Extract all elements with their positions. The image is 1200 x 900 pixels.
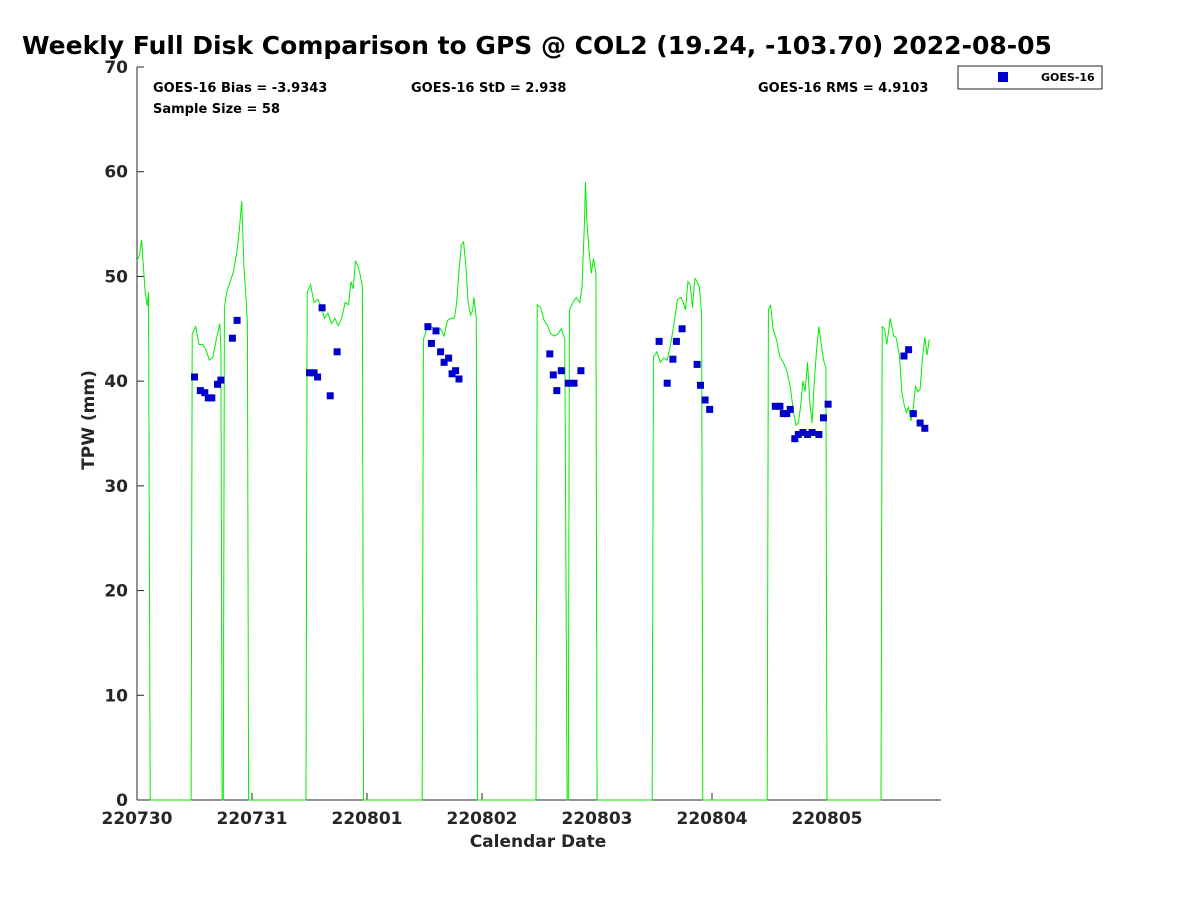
- goes16-point: [820, 414, 827, 422]
- legend-label-goes16: GOES-16: [1041, 71, 1095, 84]
- gps-tpw-line: [136, 182, 930, 801]
- goes16-point: [921, 424, 929, 432]
- goes16-point: [905, 346, 913, 354]
- goes16-point: [794, 431, 802, 438]
- goes16-point: [445, 354, 453, 362]
- goes16-point: [815, 431, 823, 438]
- goes16-point: [306, 369, 313, 377]
- goes16-point: [799, 429, 807, 436]
- goes16-point: [776, 402, 784, 410]
- goes16-point: [771, 402, 779, 410]
- goes16-point: [228, 334, 236, 342]
- y-tick-label: 70: [104, 58, 128, 78]
- goes16-point: [570, 379, 578, 387]
- goes16-point: [824, 400, 832, 408]
- x-axis-label: Calendar Date: [470, 832, 607, 852]
- goes16-points: [191, 304, 929, 443]
- goes16-point: [804, 431, 811, 438]
- goes16-point: [437, 348, 445, 356]
- goes16-point: [424, 323, 432, 331]
- x-tick-label: 220730: [102, 809, 173, 829]
- goes16-point: [452, 367, 460, 375]
- goes16-point: [553, 387, 561, 395]
- goes16-point: [655, 337, 663, 345]
- goes16-point: [577, 367, 585, 375]
- goes16-point: [564, 379, 572, 387]
- goes16-point: [432, 327, 440, 335]
- goes16-point: [706, 405, 714, 413]
- goes16-point: [314, 373, 322, 381]
- goes16-point: [201, 389, 209, 397]
- goes16-point: [791, 435, 799, 443]
- plot-area: 0 10 20 30 40 50 60 70 220730 220731 220801 220802…: [102, 58, 941, 829]
- y-tick-label: 0: [116, 791, 128, 811]
- goes16-point: [333, 348, 341, 356]
- rms-stat: GOES-16 RMS = 4.9103: [758, 81, 928, 96]
- goes16-point: [693, 360, 701, 368]
- goes16-point: [916, 419, 924, 427]
- goes16-point: [557, 367, 565, 375]
- y-tick-label: 30: [104, 477, 128, 497]
- goes16-point: [455, 375, 463, 383]
- x-tick-label: 220803: [562, 809, 633, 829]
- goes16-point: [678, 325, 686, 333]
- x-tick-label: 220801: [332, 809, 403, 829]
- y-axis-label: TPW (mm): [79, 370, 99, 470]
- goes16-point: [701, 396, 709, 404]
- legend-box: [957, 65, 1103, 90]
- goes16-point: [191, 373, 198, 381]
- goes16-point: [669, 355, 677, 363]
- goes16-point: [326, 392, 334, 400]
- goes16-point: [909, 410, 917, 418]
- y-tick-label: 40: [104, 372, 128, 392]
- sample-size-stat: Sample Size = 58: [153, 102, 280, 117]
- bias-stat: GOES-16 Bias = -3.9343: [153, 81, 327, 96]
- goes16-point: [900, 352, 908, 360]
- y-tick-label: 50: [104, 267, 128, 287]
- goes16-point: [217, 376, 225, 384]
- x-tick-label: 220804: [677, 809, 748, 829]
- goes16-point: [233, 316, 241, 324]
- goes16-point: [440, 358, 448, 366]
- goes16-point: [663, 379, 671, 387]
- y-ticks: 0 10 20 30 40 50 60 70: [104, 58, 144, 811]
- goes16-point: [549, 371, 557, 379]
- goes16-point: [697, 381, 704, 389]
- goes16-point: [808, 429, 816, 436]
- x-tick-label: 220731: [217, 809, 288, 829]
- legend-marker: [998, 72, 1008, 82]
- goes16-point: [214, 380, 221, 388]
- goes16-point: [208, 394, 216, 402]
- goes16-point: [427, 339, 435, 347]
- goes16-point: [783, 410, 791, 418]
- goes16-point: [196, 387, 204, 395]
- y-tick-label: 60: [104, 163, 128, 183]
- y-tick-label: 10: [104, 686, 128, 706]
- goes16-point: [786, 405, 794, 413]
- chart-title: Weekly Full Disk Comparison to GPS @ COL…: [22, 31, 1052, 60]
- x-tick-label: 220802: [447, 809, 518, 829]
- x-ticks: 220730 220731 220801 220802 220803 220804 2208…: [102, 793, 863, 829]
- y-tick-label: 20: [104, 582, 128, 602]
- x-tick-label: 220805: [792, 809, 863, 829]
- goes16-point: [546, 350, 554, 358]
- goes16-point: [318, 304, 326, 312]
- std-stat: GOES-16 StD = 2.938: [411, 81, 566, 96]
- goes16-point: [672, 337, 680, 345]
- goes16-point: [310, 369, 318, 377]
- legend: GOES-16: [957, 65, 1103, 90]
